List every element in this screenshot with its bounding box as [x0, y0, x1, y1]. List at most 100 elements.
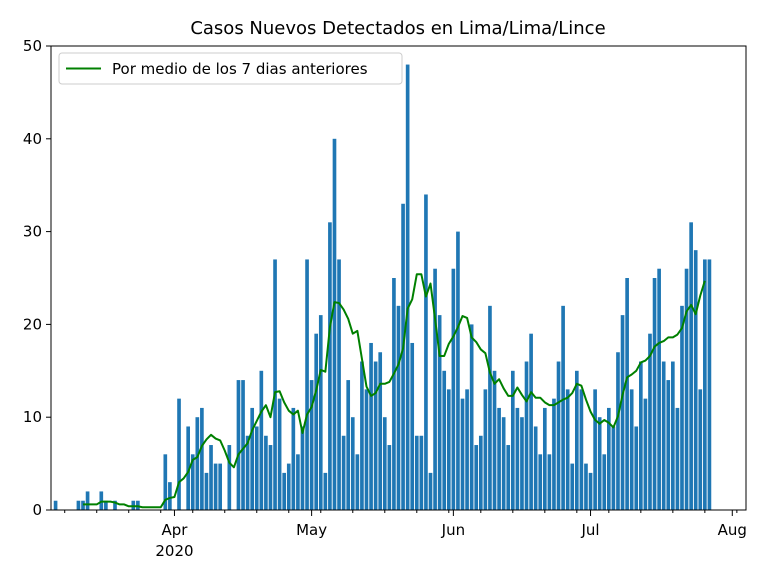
- data-bar: [689, 222, 693, 510]
- data-bar: [273, 259, 277, 510]
- data-bar: [501, 417, 506, 510]
- data-bar: [693, 250, 698, 510]
- data-bar: [291, 407, 296, 510]
- data-bar: [657, 268, 661, 510]
- data-bar: [396, 305, 401, 510]
- data-bar: [524, 361, 529, 510]
- data-bar: [236, 380, 241, 510]
- data-bar: [556, 361, 561, 510]
- data-bar: [565, 389, 570, 510]
- data-bar: [213, 463, 218, 510]
- data-bar: [492, 370, 497, 510]
- y-tick-label: 0: [32, 501, 42, 519]
- data-bar: [707, 259, 712, 510]
- data-bar: [328, 222, 332, 510]
- data-bar: [305, 259, 309, 510]
- data-bar: [607, 407, 611, 510]
- data-bar: [652, 278, 657, 510]
- data-bar: [643, 398, 648, 510]
- data-bar: [309, 380, 314, 510]
- data-bar: [579, 389, 584, 510]
- data-bar: [547, 454, 552, 510]
- data-bar: [437, 315, 442, 510]
- data-bar: [529, 333, 533, 510]
- data-bar: [282, 472, 287, 510]
- data-bar: [703, 259, 707, 510]
- data-bar: [611, 426, 616, 510]
- data-bar: [542, 407, 547, 510]
- data-bar: [387, 445, 392, 510]
- data-bar: [451, 268, 456, 510]
- data-bar: [85, 491, 90, 510]
- data-bar: [469, 324, 474, 510]
- data-bar: [552, 398, 556, 510]
- data-bar: [520, 417, 524, 510]
- data-bar: [314, 333, 319, 510]
- data-bar: [300, 426, 305, 510]
- data-bar: [410, 342, 415, 510]
- data-bar: [168, 482, 172, 510]
- data-bar: [497, 407, 501, 510]
- data-bar: [698, 389, 703, 510]
- data-bar: [639, 361, 643, 510]
- data-bar: [428, 472, 433, 510]
- data-bar: [442, 370, 447, 510]
- data-bar: [378, 352, 383, 510]
- data-bar: [446, 389, 451, 510]
- data-bar: [318, 315, 323, 510]
- data-bar: [401, 203, 405, 510]
- data-bar: [277, 398, 282, 510]
- x-tick-label: Apr: [161, 521, 188, 539]
- data-bar: [177, 398, 181, 510]
- data-bar: [254, 426, 259, 510]
- data-bar: [661, 361, 666, 510]
- data-bar: [588, 472, 593, 510]
- data-bar: [456, 231, 460, 510]
- data-bar: [113, 500, 117, 510]
- data-bar: [666, 380, 671, 510]
- data-bar: [419, 435, 424, 510]
- data-bar: [81, 500, 85, 510]
- data-bar: [515, 407, 520, 510]
- data-bar: [629, 389, 634, 510]
- y-tick-label: 20: [23, 315, 42, 333]
- plot-frame: [50, 45, 747, 511]
- data-bar: [620, 315, 625, 510]
- data-bar: [616, 352, 620, 510]
- data-bar: [264, 435, 268, 510]
- x-tick-year-label: 2020: [155, 542, 193, 560]
- data-bar: [570, 463, 575, 510]
- data-bar: [364, 389, 369, 510]
- legend-entry-label: Por medio de los 7 dias anteriores: [112, 60, 368, 78]
- data-bar: [382, 417, 387, 510]
- data-bar: [478, 435, 483, 510]
- data-bar: [296, 454, 300, 510]
- data-bar: [286, 463, 291, 510]
- data-bar: [538, 454, 543, 510]
- data-bar: [227, 445, 232, 510]
- x-tick-label: Jul: [580, 521, 599, 539]
- data-bar: [373, 361, 378, 510]
- data-bar: [483, 389, 488, 510]
- y-tick-label: 10: [23, 408, 42, 426]
- data-bar: [250, 407, 255, 510]
- data-bar: [245, 435, 250, 510]
- y-tick-label: 40: [23, 130, 42, 148]
- data-bar: [218, 463, 223, 510]
- data-bar: [602, 454, 607, 510]
- data-bar: [593, 389, 597, 510]
- data-bar: [341, 435, 346, 510]
- data-bar: [414, 435, 419, 510]
- data-bar: [76, 500, 81, 510]
- data-bar: [204, 472, 209, 510]
- data-bar: [268, 445, 273, 510]
- y-tick-label: 30: [23, 223, 42, 241]
- data-bar: [424, 194, 428, 511]
- data-bar: [561, 305, 565, 510]
- data-bar: [346, 380, 351, 510]
- data-bar: [360, 361, 364, 510]
- data-bar: [474, 445, 479, 510]
- legend-box: [58, 52, 403, 85]
